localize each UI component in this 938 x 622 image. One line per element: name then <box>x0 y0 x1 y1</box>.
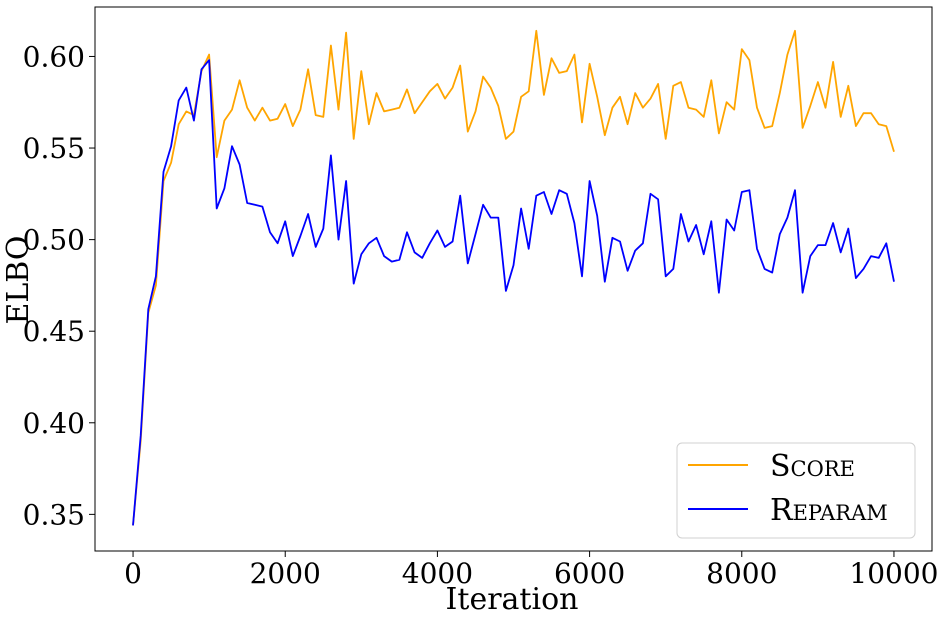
y-tick-label: 0.45 <box>23 315 85 348</box>
legend-label-reparam: Reparam <box>770 493 888 528</box>
y-tick-label: 0.50 <box>23 224 85 257</box>
x-tick-label: 0 <box>124 557 142 590</box>
x-axis: 0 2000 4000 6000 8000 10000 <box>124 551 938 590</box>
x-tick-label: 6000 <box>554 557 625 590</box>
y-tick-label: 0.35 <box>23 498 85 531</box>
y-tick-label: 0.40 <box>23 407 85 440</box>
series-line-reparam <box>132 59 895 526</box>
series-line-score <box>132 29 895 526</box>
legend-box <box>676 442 916 539</box>
y-axis-label: ELBO <box>1 235 36 324</box>
x-tick-label: 8000 <box>706 557 777 590</box>
x-tick-label: 4000 <box>402 557 473 590</box>
plot-frame <box>94 6 933 552</box>
legend: Score Reparam <box>676 442 916 539</box>
y-axis: 0.35 0.40 0.45 0.50 0.55 0.60 <box>23 40 95 531</box>
x-tick-label: 10000 <box>849 557 938 590</box>
x-axis-label: Iteration <box>446 582 579 617</box>
series-layer <box>132 29 895 526</box>
x-tick-label: 2000 <box>250 557 321 590</box>
legend-label-score: Score <box>770 449 855 484</box>
y-tick-label: 0.55 <box>23 132 85 165</box>
y-tick-label: 0.60 <box>23 40 85 73</box>
